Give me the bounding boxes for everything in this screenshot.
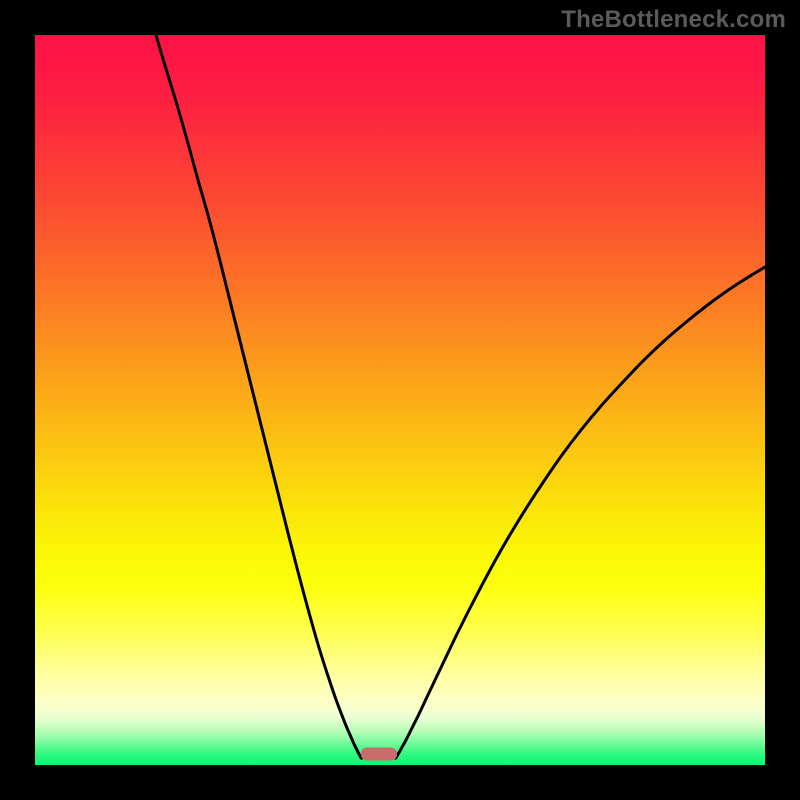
gradient-background bbox=[35, 35, 765, 765]
chart-root: TheBottleneck.com bbox=[0, 0, 800, 800]
watermark-text: TheBottleneck.com bbox=[561, 6, 786, 34]
chart-svg bbox=[35, 35, 765, 765]
plot-area bbox=[35, 35, 765, 765]
bottleneck-marker bbox=[361, 748, 397, 761]
